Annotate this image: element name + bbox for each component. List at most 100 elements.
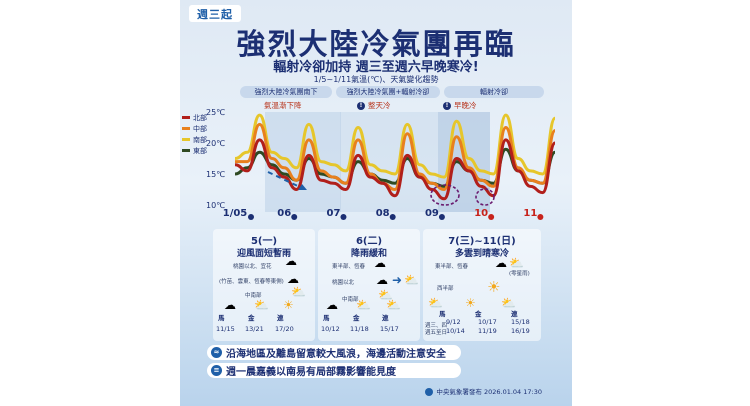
island-label: 馬 [218, 314, 225, 322]
panel-desc: 中南部 [342, 297, 359, 303]
sun-cloud-icon: ⛅ [291, 285, 306, 299]
chart-legend: 北部 中部 南部 東部 [182, 112, 207, 156]
y-tick-label: 25℃ [206, 108, 225, 117]
series-line-central [235, 122, 557, 191]
y-tick-label: 15℃ [206, 170, 225, 179]
legend-item-south: 南部 [182, 134, 207, 145]
temp-range: 17/20 [275, 325, 294, 333]
poster-title: 強烈大陸冷氣團再臨 [236, 27, 516, 61]
x-tick-label: 08 [376, 208, 390, 219]
poster-subtitle: 輻射冷卻加持 週三至週六早晚寒冷! [273, 60, 479, 75]
cloud-icon: ☁ [326, 298, 338, 312]
x-tick-label: 09 [425, 208, 439, 219]
panel-date: 7(三)~11(日) [448, 236, 516, 247]
temp-range: 10/12 [321, 325, 340, 333]
temp-range: 13/21 [245, 325, 264, 333]
warning-icon: ! [357, 101, 365, 110]
notice-wave: ≈ 沿海地區及離島留意較大風浪，海邊活動注意安全 [207, 345, 461, 360]
rain-cloud-icon: ☁ [374, 256, 386, 270]
sun-cloud-icon: ⛅ [378, 288, 393, 302]
temp-range: 10/14 [446, 327, 465, 335]
trend-arrow-shaft [267, 171, 303, 189]
panel-desc: (零星雨) [509, 271, 530, 277]
x-tick-label: 10 [474, 208, 488, 219]
sun-cloud-icon: ⛅ [509, 256, 524, 270]
wave-icon: ≈ [211, 347, 222, 358]
island-label: 連 [511, 310, 518, 318]
weekday-dot [389, 214, 396, 220]
arrow-right-icon: ➜ [392, 273, 403, 287]
panel-desc: 桃園以北 [332, 280, 355, 286]
temp-range: 10/17 [478, 318, 497, 326]
rain-cloud-icon: ☁ [285, 254, 297, 268]
sun-cloud-icon: ⛅ [404, 273, 419, 287]
island-label: 金 [475, 310, 482, 318]
sun-cloud-icon: ⛅ [386, 298, 401, 312]
y-tick-label: 10℃ [206, 201, 225, 210]
weekday-dot [537, 214, 544, 220]
y-tick-label: 20℃ [206, 139, 225, 148]
panel-desc: 桃園以北、宜花 [233, 264, 272, 270]
panel-date: 5(一) [250, 236, 278, 247]
series-line-north [234, 138, 557, 201]
phase-1-label: 強烈大陸冷氣團南下 [240, 86, 332, 98]
fog-icon: ≡ [211, 365, 222, 376]
weekday-dot [438, 214, 445, 220]
min-temp-circle [430, 184, 460, 206]
day-badge: 週三起 [189, 5, 241, 22]
notice-fog: ≡ 週一晨嘉義以南易有局部霧影響能見度 [207, 363, 461, 378]
panel-desc: 東半部、恆春 [435, 264, 469, 270]
rain-cloud-icon: ☁ [224, 298, 236, 312]
weekday-dot [291, 214, 298, 220]
warning-icon: ! [443, 101, 451, 110]
cloud-icon: ☁ [376, 273, 388, 287]
panel-desc: 西半部 [437, 286, 454, 292]
island-label: 馬 [439, 310, 446, 318]
weekday-dot [488, 214, 495, 220]
temp-range: 16/19 [511, 327, 530, 335]
panel-headline: 迎風面短暫雨 [236, 249, 291, 259]
sun-cloud-icon: ⛅ [501, 296, 516, 310]
island-label: 金 [353, 314, 360, 322]
temp-range: 11/19 [478, 327, 497, 335]
temp-range: 11/18 [350, 325, 369, 333]
sun-cloud-icon: ⛅ [356, 298, 371, 312]
temperature-chart: 25℃ 20℃ 15℃ 10℃ 1/05 06 07 08 09 10 11 [206, 108, 557, 220]
sun-icon: ☀ [283, 298, 294, 312]
sun-icon: ☀ [465, 296, 476, 310]
x-tick-label: 11 [523, 208, 537, 219]
weather-poster: 週三起 強烈大陸冷氣團再臨 輻射冷卻加持 週三至週六早晚寒冷! 1/5~1/11… [180, 0, 572, 406]
panel-date: 6(二) [355, 236, 383, 247]
island-label: 連 [277, 314, 284, 322]
x-tick-label: 07 [327, 208, 341, 219]
legend-item-north: 北部 [182, 112, 207, 123]
footer-credit: 中央氣象署發布 2026.01.04 17:30 [180, 386, 572, 396]
sun-cloud-icon: ⛅ [428, 296, 443, 310]
period-label: 週五至日 [425, 330, 448, 336]
panel-desc: (竹苗、雲東、恆春等東側) [219, 279, 284, 285]
legend-item-east: 東部 [182, 145, 207, 156]
temp-range: 15/17 [380, 325, 399, 333]
forecast-panel-wed-sun: 7(三)~11(日) 多雲到晴寒冷 東半部、恆春 (零星雨) 西半部 ☁ ⛅ ☀… [423, 229, 541, 341]
panel-headline: 多雲到晴寒冷 [454, 249, 509, 259]
panel-desc: 中南部 [245, 293, 262, 299]
phase-2-note: ! 整天冷 [357, 100, 391, 111]
cloud-icon: ☁ [287, 272, 299, 286]
forecast-panel-mon: 5(一) 迎風面短暫雨 桃園以北、宜花 (竹苗、雲東、恆春等東側) 中南部 ☁ … [213, 229, 315, 341]
island-label: 金 [248, 314, 255, 322]
x-tick-label: 06 [277, 208, 291, 219]
phase-3-note: ! 早晚冷 [443, 100, 477, 111]
x-tick-label: 1/05 [223, 208, 248, 219]
phase-2-label: 強烈大陸冷氣團+輻射冷卻 [336, 86, 440, 98]
period-label: 週三、四 [425, 323, 448, 329]
phase-1-note: 氣溫漸下降 [264, 101, 302, 110]
cloud-icon: ☁ [495, 256, 507, 270]
temp-range: 15/18 [511, 318, 530, 326]
series-line-south [234, 113, 557, 179]
island-label: 連 [382, 314, 389, 322]
island-label: 馬 [323, 314, 330, 322]
weekday-dot [340, 214, 347, 220]
sun-cloud-icon: ⛅ [254, 298, 269, 312]
chart-caption: 1/5~1/11氣溫(℃)、天氣變化趨勢 [313, 75, 439, 84]
sun-icon: ☀ [487, 278, 501, 296]
